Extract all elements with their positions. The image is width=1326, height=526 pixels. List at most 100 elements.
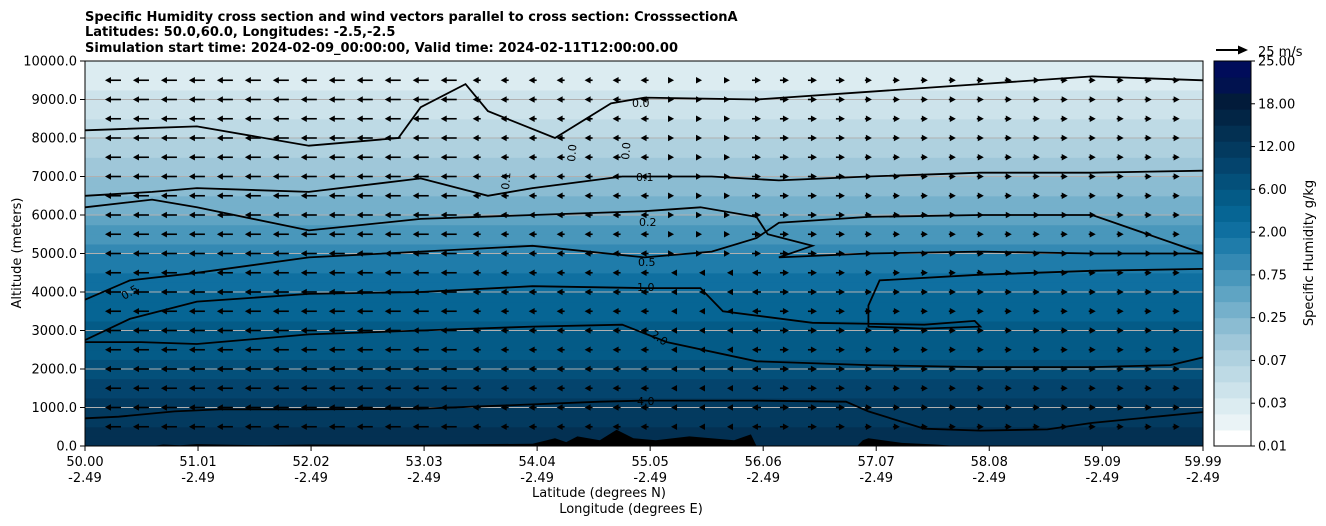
wind-vector [1116,404,1124,411]
wind-vector [892,385,900,392]
wind-vector [584,269,593,276]
wind-vector [216,327,233,334]
wind-vector [1144,250,1152,257]
x-tick-label-lon: -2.49 [68,471,102,486]
x-tick-label-lon: -2.49 [181,471,215,486]
wind-vector [500,385,509,392]
wind-vector [779,269,789,276]
wind-vector [584,192,593,199]
wind-vector [188,404,205,411]
wind-vector [300,192,317,199]
wind-vector [1004,308,1012,315]
wind-vector [1172,173,1180,180]
wind-vector [1144,288,1152,296]
wind-vector [500,269,509,276]
wind-vector [640,308,649,315]
humidity-band [85,417,1203,428]
wind-vector [1116,423,1124,430]
wind-vector [640,250,649,257]
wind-vector [920,288,928,296]
wind-vector [244,96,261,103]
wind-vector [300,77,317,84]
wind-vector [1060,134,1068,142]
x-tick-label-lon: -2.49 [746,471,780,486]
wind-vector [300,288,317,296]
wind-vector [1172,231,1180,238]
wind-vector [440,154,457,161]
x-axis-label-latitude: Latitude (degrees N) [532,486,666,501]
wind-vector [472,327,481,334]
wind-vector [1004,211,1012,219]
wind-vector [671,423,678,430]
wind-vector [384,269,401,276]
wind-vector [671,269,678,276]
wind-vector [612,192,621,199]
wind-vector [1088,288,1096,296]
wind-vector [1004,115,1012,122]
wind-vector [1088,423,1096,430]
wind-vector [412,96,429,103]
wind-vector [440,385,457,392]
wind-vector [1116,308,1124,315]
wind-vector [556,308,565,315]
wind-vector [384,134,401,142]
wind-vector [132,288,149,296]
wind-vector [835,231,845,238]
wind-vector [216,77,233,84]
wind-vector [612,404,621,411]
wind-vector [920,365,928,373]
wind-vector [216,173,233,180]
wind-vector [216,154,233,161]
wind-vector [612,308,621,315]
wind-vector [640,288,649,296]
wind-vector [556,423,565,430]
wind-vector [1004,77,1012,84]
wind-vector [976,192,984,199]
wind-vector [1088,327,1096,334]
contour-label-1.0: 1.0 [637,281,655,294]
wind-vector [472,288,481,296]
wind-vector [132,134,149,142]
x-tick-label-lat: 55.05 [632,455,669,470]
wind-vector [1032,365,1040,373]
wind-vector [1004,404,1012,411]
wind-vector [726,288,733,296]
wind-vector [723,192,730,199]
humidity-band [85,243,1203,255]
wind-vector [132,404,149,411]
wind-vector [300,231,317,238]
wind-vector [668,96,675,103]
wind-vector [1144,77,1152,84]
wind-vector [472,269,481,276]
wind-vector [556,211,565,219]
wind-vector [500,173,509,180]
wind-vector [160,423,177,430]
wind-vector [1172,346,1180,353]
wind-vector [556,250,565,257]
wind-vector [356,423,373,430]
wind-vector [751,288,761,296]
wind-vector [1172,154,1180,161]
wind-vector [472,365,481,373]
colorbar-segment [1214,109,1251,126]
wind-vector [668,211,675,219]
wind-vector [751,346,761,353]
colorbar-segment [1214,333,1251,351]
wind-vector [328,269,345,276]
wind-vector [528,173,537,180]
wind-vector [132,385,149,392]
wind-vector [1032,288,1040,296]
wind-vector [640,134,649,142]
wind-vector [1116,385,1124,392]
wind-vector [328,134,345,142]
wind-vector [356,115,373,122]
y-tick-label: 1000.0 [32,401,78,416]
wind-vector [1144,134,1152,142]
wind-vector [751,404,761,411]
wind-vector [528,77,537,84]
wind-vector [328,211,345,219]
wind-vector [751,211,761,219]
wind-vector [584,211,593,219]
wind-vector [1060,211,1068,219]
humidity-band [85,330,1203,341]
